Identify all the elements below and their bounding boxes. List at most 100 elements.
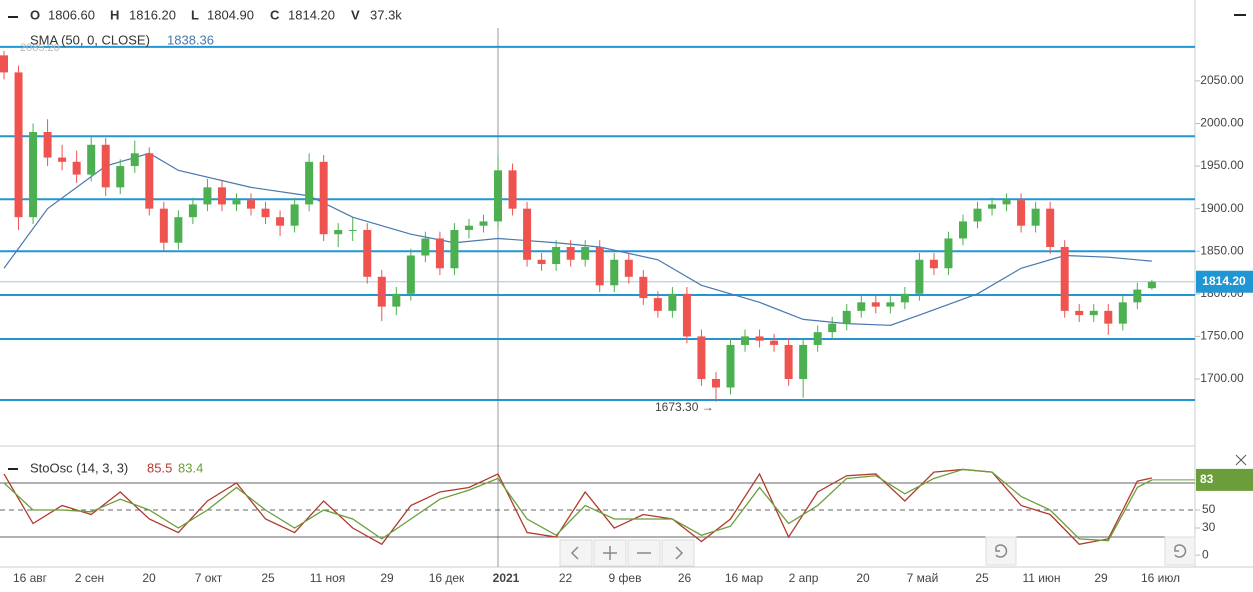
candle-body <box>334 229 343 235</box>
nav-buttons <box>559 536 1196 567</box>
candle-body <box>915 259 924 294</box>
scroll-right[interactable] <box>661 539 695 567</box>
stoch-k-value: 85.5 <box>147 460 172 475</box>
candle-body <box>217 187 226 205</box>
candle-body <box>494 170 503 222</box>
candle-body <box>1046 208 1055 247</box>
candle-body <box>159 208 168 243</box>
candle-body <box>537 259 546 265</box>
nav-icons <box>570 546 684 560</box>
x-tick-label: 9 фев <box>609 571 642 585</box>
candle-body <box>1147 281 1156 289</box>
candle-body <box>232 200 241 205</box>
y-tick-label: 1900.00 <box>1200 201 1244 215</box>
stoch-d-value: 83.4 <box>178 460 203 475</box>
candle-body <box>1104 310 1113 324</box>
scroll-left[interactable] <box>559 539 593 567</box>
candle-body <box>247 200 256 209</box>
x-tick-label: 29 <box>1094 571 1108 585</box>
x-tick-label: 25 <box>261 571 275 585</box>
candle-body <box>87 144 96 175</box>
candle-body <box>508 170 517 209</box>
y-tick-label: 0 <box>1202 547 1209 561</box>
candle-body <box>958 221 967 239</box>
candle-body <box>1075 310 1084 316</box>
y-tick-label: 1950.00 <box>1200 158 1244 172</box>
x-tick-label: 7 окт <box>195 571 223 585</box>
candle-body <box>421 238 430 256</box>
candle-body <box>857 302 866 311</box>
x-tick-label: 16 июл <box>1141 571 1180 585</box>
x-tick-label: 16 дек <box>429 571 465 585</box>
candle-body <box>72 161 81 175</box>
reset-axis-button[interactable] <box>1164 536 1196 566</box>
candle-body <box>1031 208 1040 226</box>
price-badge <box>1196 270 1253 293</box>
plot: 1700.001750.001800.001850.001900.001950.… <box>0 45 1253 585</box>
candle-body <box>406 255 415 294</box>
candle-body <box>610 259 619 286</box>
collapse-icon[interactable] <box>8 16 18 18</box>
candle-body <box>929 259 938 269</box>
candle-body <box>29 132 38 218</box>
candle-body <box>188 204 197 218</box>
candle-body <box>261 208 270 218</box>
stoch-name: StoOsc (14, 3, 3) <box>30 460 128 475</box>
x-tick-label: 20 <box>856 571 870 585</box>
stoch-badge <box>1196 468 1253 491</box>
x-tick-label: 29 <box>380 571 394 585</box>
candle-body <box>1118 302 1127 324</box>
y-tick-label: 1750.00 <box>1200 329 1244 343</box>
candle-body <box>479 221 488 226</box>
h-label: H <box>110 7 119 22</box>
candle-body <box>1002 200 1011 205</box>
candle-body <box>900 293 909 303</box>
candle-body <box>305 161 314 205</box>
y-tick-label: 1700.00 <box>1200 371 1244 385</box>
x-tick-label: 2021 <box>493 571 520 585</box>
candle-body <box>43 132 52 158</box>
candle-body <box>682 293 691 337</box>
candle-body <box>552 246 561 265</box>
candle-body <box>319 161 328 235</box>
o-label: O <box>30 7 40 22</box>
reset-button[interactable] <box>985 536 1017 566</box>
candle-body <box>842 310 851 324</box>
o-value: 1806.60 <box>48 7 95 22</box>
candle-body <box>886 302 895 307</box>
candle-body <box>130 153 139 167</box>
x-tick-label: 25 <box>975 571 989 585</box>
candle-body <box>1060 246 1069 311</box>
y-tick-label: 30 <box>1202 520 1216 534</box>
price-badge-label: 1814.20 <box>1202 274 1246 288</box>
minimize-icon[interactable] <box>1234 14 1246 16</box>
l-label: L <box>191 7 199 22</box>
sma-name: SMA (50, 0, CLOSE) <box>30 32 150 47</box>
candle-body <box>58 157 67 162</box>
candle-body <box>653 298 662 311</box>
candle-body <box>581 246 590 260</box>
candle-body <box>741 336 750 345</box>
x-tick-label: 7 май <box>907 571 939 585</box>
candle-body <box>116 166 125 188</box>
stoch-line <box>3 468 1153 542</box>
collapse-icon[interactable] <box>8 468 18 470</box>
close-icon[interactable] <box>1235 454 1247 466</box>
candle-body <box>871 302 880 307</box>
candle-body <box>988 204 997 209</box>
candle-body <box>203 187 212 205</box>
candle-body <box>14 72 23 218</box>
candle-body <box>392 293 401 307</box>
candle-body <box>1089 310 1098 316</box>
candle-body <box>1017 200 1026 226</box>
candle-body <box>595 246 604 286</box>
x-tick-label: 16 мар <box>725 571 764 585</box>
min-label: 1673.30 → <box>655 400 714 414</box>
c-label: C <box>270 7 280 22</box>
h-value: 1816.20 <box>129 7 176 22</box>
candle-body <box>523 208 532 260</box>
candle-body <box>435 238 444 269</box>
x-tick-label: 16 авг <box>13 571 48 585</box>
x-tick-label: 2 сен <box>75 571 104 585</box>
